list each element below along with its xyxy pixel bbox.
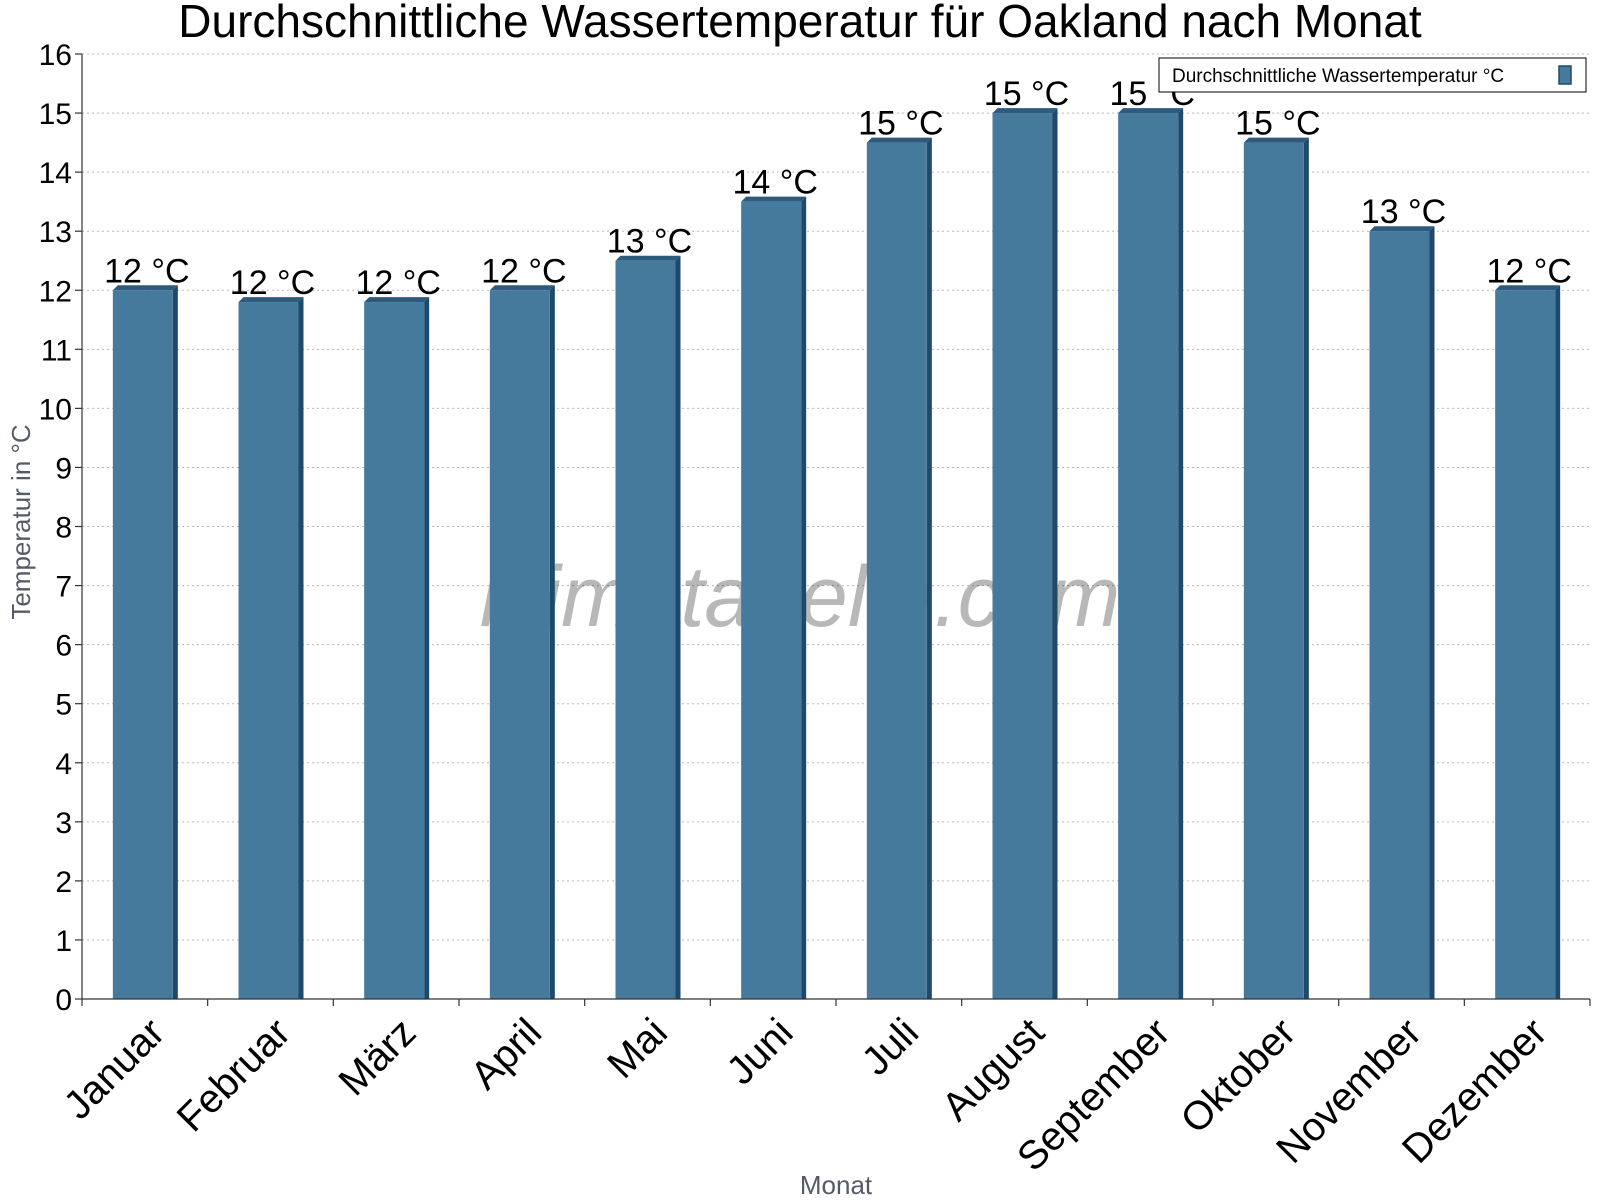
y-tick-label: 7 bbox=[55, 571, 72, 604]
bar bbox=[489, 290, 550, 999]
y-tick-label: 12 bbox=[39, 275, 72, 308]
x-tick-label: Februar bbox=[169, 1010, 299, 1140]
bar-top bbox=[489, 285, 555, 291]
y-tick-label: 13 bbox=[39, 216, 72, 249]
bar bbox=[364, 302, 425, 999]
y-tick-label: 10 bbox=[39, 393, 72, 426]
y-tick-label: 9 bbox=[55, 452, 72, 485]
bar-top bbox=[238, 297, 304, 303]
bar bbox=[615, 260, 676, 999]
bar-side bbox=[1178, 108, 1184, 999]
bar-side bbox=[298, 297, 304, 999]
bar bbox=[1495, 290, 1556, 999]
bar bbox=[1243, 142, 1304, 999]
bar-side bbox=[1555, 285, 1561, 999]
x-tick-label: Mai bbox=[599, 1010, 676, 1087]
bar-top bbox=[615, 255, 681, 261]
bar bbox=[992, 113, 1053, 999]
bar-side bbox=[172, 285, 178, 999]
data-label: 12 °C bbox=[355, 264, 440, 302]
y-tick-label: 3 bbox=[55, 807, 72, 840]
y-tick-label: 0 bbox=[55, 984, 72, 1017]
legend-swatch bbox=[1558, 65, 1572, 85]
data-label: 12 °C bbox=[104, 252, 189, 290]
data-label: 12 °C bbox=[481, 252, 566, 290]
y-tick-label: 2 bbox=[55, 866, 72, 899]
bar-side bbox=[1429, 226, 1435, 999]
bar-top bbox=[364, 297, 430, 303]
x-tick-label: Januar bbox=[56, 1010, 174, 1128]
grid bbox=[82, 53, 1590, 941]
y-tick-label: 8 bbox=[55, 512, 72, 545]
y-tick-label: 15 bbox=[39, 98, 72, 131]
bar-side bbox=[1052, 108, 1058, 999]
x-tick-label: Oktober bbox=[1172, 1010, 1304, 1142]
data-label: 15 °C bbox=[1235, 105, 1320, 143]
bar bbox=[238, 302, 299, 999]
y-tick-label: 14 bbox=[39, 157, 72, 190]
bar-side bbox=[801, 196, 807, 999]
bar-side bbox=[675, 255, 681, 999]
bar bbox=[1369, 231, 1430, 999]
bar-top bbox=[112, 285, 178, 291]
data-label: 15 °C bbox=[984, 75, 1069, 113]
bars bbox=[112, 108, 1561, 999]
chart-title: Durchschnittliche Wassertemperatur für O… bbox=[178, 0, 1422, 47]
data-label: 15 °C bbox=[858, 105, 943, 143]
bar-side bbox=[926, 137, 932, 999]
bar-top bbox=[1243, 137, 1309, 143]
bar-top bbox=[866, 137, 932, 143]
legend-label: Durchschnittliche Wassertemperatur °C bbox=[1172, 66, 1504, 87]
bar-side bbox=[424, 297, 430, 999]
data-label: 12 °C bbox=[1486, 252, 1571, 290]
bar bbox=[866, 142, 927, 999]
data-label: 14 °C bbox=[732, 164, 817, 202]
bar-top bbox=[1495, 285, 1561, 291]
data-label: 13 °C bbox=[1361, 193, 1446, 231]
bar bbox=[1118, 113, 1179, 999]
y-tick-label: 1 bbox=[55, 925, 72, 958]
y-tick-label: 5 bbox=[55, 689, 72, 722]
bar-top bbox=[1118, 108, 1184, 114]
x-tick-label: Juni bbox=[719, 1010, 802, 1093]
bar bbox=[112, 290, 173, 999]
x-tick-label: April bbox=[462, 1010, 550, 1098]
legend: Durchschnittliche Wassertemperatur °C bbox=[1158, 57, 1587, 93]
legend-box bbox=[1158, 57, 1587, 93]
y-tick-label: 4 bbox=[55, 748, 72, 781]
x-tick-label: August bbox=[934, 1010, 1053, 1129]
bar-side bbox=[549, 285, 555, 999]
x-axis-label: Monat bbox=[800, 1170, 873, 1200]
data-label: 12 °C bbox=[230, 264, 315, 302]
bar-top bbox=[992, 108, 1058, 114]
data-labels: 12 °C 12 °C 12 °C 12 °C 13 °C 14 °C 15 °C 15 °C… bbox=[104, 75, 1572, 302]
bar bbox=[741, 201, 802, 999]
bar-top bbox=[741, 196, 807, 202]
x-tick-label: März bbox=[331, 1010, 425, 1104]
bar-side bbox=[1303, 137, 1309, 999]
bar-top bbox=[1369, 226, 1435, 232]
y-tick-label: 6 bbox=[55, 630, 72, 663]
y-axis-label: Temperatur in °C bbox=[6, 424, 36, 619]
data-label: 13 °C bbox=[607, 223, 692, 261]
y-tick-label: 16 bbox=[39, 39, 72, 72]
y-tick-label: 11 bbox=[41, 334, 72, 367]
x-tick-label: Juli bbox=[854, 1010, 928, 1084]
